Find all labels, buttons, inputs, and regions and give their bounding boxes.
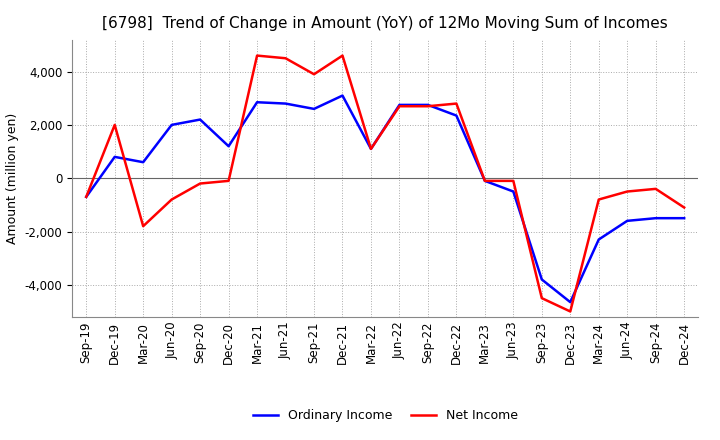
Ordinary Income (110, 154, 119, 160)
Net Income (452, 101, 461, 106)
Net Income (395, 103, 404, 109)
Ordinary Income (225, 143, 233, 149)
Ordinary Income (452, 113, 461, 118)
Net Income (167, 197, 176, 202)
Net Income (82, 194, 91, 199)
Title: [6798]  Trend of Change in Amount (YoY) of 12Mo Moving Sum of Incomes: [6798] Trend of Change in Amount (YoY) o… (102, 16, 668, 32)
Ordinary Income (139, 160, 148, 165)
Net Income (366, 146, 375, 151)
Net Income (225, 178, 233, 183)
Net Income (480, 178, 489, 183)
Ordinary Income (537, 277, 546, 282)
Ordinary Income (595, 237, 603, 242)
Net Income (566, 309, 575, 314)
Net Income (509, 178, 518, 183)
Net Income (253, 53, 261, 58)
Ordinary Income (509, 189, 518, 194)
Line: Ordinary Income: Ordinary Income (86, 95, 684, 302)
Net Income (595, 197, 603, 202)
Ordinary Income (82, 194, 91, 199)
Ordinary Income (680, 216, 688, 221)
Ordinary Income (652, 216, 660, 221)
Net Income (282, 55, 290, 61)
Net Income (537, 296, 546, 301)
Net Income (196, 181, 204, 186)
Ordinary Income (423, 102, 432, 107)
Net Income (310, 72, 318, 77)
Net Income (423, 103, 432, 109)
Ordinary Income (480, 178, 489, 183)
Net Income (139, 224, 148, 229)
Ordinary Income (282, 101, 290, 106)
Ordinary Income (196, 117, 204, 122)
Ordinary Income (566, 300, 575, 305)
Ordinary Income (310, 106, 318, 111)
Ordinary Income (253, 99, 261, 105)
Net Income (338, 53, 347, 58)
Net Income (623, 189, 631, 194)
Net Income (680, 205, 688, 210)
Net Income (652, 186, 660, 191)
Legend: Ordinary Income, Net Income: Ordinary Income, Net Income (248, 404, 523, 427)
Ordinary Income (167, 122, 176, 128)
Ordinary Income (338, 93, 347, 98)
Ordinary Income (623, 218, 631, 224)
Ordinary Income (395, 102, 404, 107)
Net Income (110, 122, 119, 128)
Y-axis label: Amount (million yen): Amount (million yen) (6, 113, 19, 244)
Ordinary Income (366, 146, 375, 151)
Line: Net Income: Net Income (86, 55, 684, 312)
